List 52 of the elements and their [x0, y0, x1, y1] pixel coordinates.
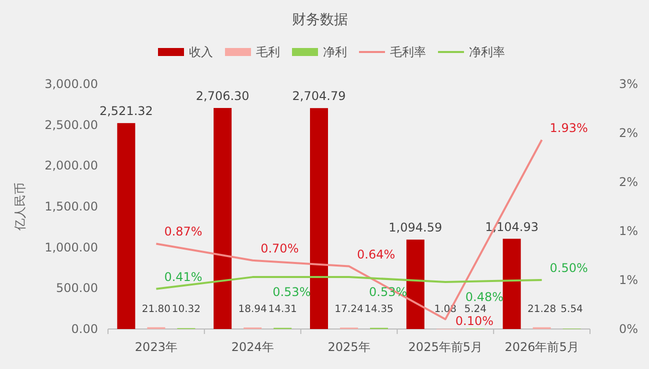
data-label: 2,704.79 — [292, 89, 346, 104]
data-label: 21.28 — [527, 304, 556, 315]
data-label: 0.48% — [465, 290, 504, 304]
y-tick-label: 0.00 — [71, 322, 98, 336]
data-label: 21.80 — [142, 304, 171, 315]
data-label: 0.70% — [260, 241, 299, 256]
legend-label: 毛利率 — [390, 45, 426, 59]
y-tick-label: 1,500.00 — [44, 200, 98, 214]
y2-tick-label: 1% — [618, 273, 638, 287]
y2-tick-label: 2% — [618, 126, 638, 140]
bar — [310, 108, 328, 329]
y-tick-label: 2,000.00 — [44, 158, 98, 173]
data-label: 14.31 — [268, 304, 297, 315]
legend-label: 净利率 — [469, 45, 505, 59]
y-tick-label: 2,500.00 — [44, 118, 98, 132]
legend-label: 毛利 — [256, 45, 280, 59]
y2-tick-label: 1% — [618, 224, 638, 238]
data-label: 0.87% — [164, 224, 202, 239]
y2-tick-label: 3% — [618, 77, 638, 91]
x-tick-label: 2025年前5月 — [408, 340, 482, 354]
data-label: 14.35 — [364, 304, 394, 315]
y2-tick-label: 0% — [618, 322, 638, 336]
data-label: 5.54 — [560, 304, 583, 315]
bar — [502, 238, 521, 329]
bar — [406, 240, 424, 329]
data-label: 5.24 — [464, 304, 487, 315]
data-label: 2,706.30 — [196, 88, 250, 103]
bar — [214, 108, 232, 329]
y-axis-title: 亿人民币 — [13, 182, 27, 232]
legend-label: 收入 — [189, 45, 213, 59]
data-label: 10.32 — [172, 304, 201, 315]
x-tick-label: 2025年 — [328, 340, 370, 354]
data-label: 0.64% — [357, 247, 396, 262]
data-label: 2,521.32 — [99, 104, 153, 118]
x-tick-label: 2026年前5月 — [504, 340, 579, 354]
data-label: 18.94 — [238, 304, 267, 315]
chart-title: 财务数据 — [292, 12, 348, 28]
legend-label: 净利 — [323, 45, 347, 59]
x-tick-label: 2024年 — [231, 340, 274, 354]
y-tick-label: 1,000.00 — [44, 240, 98, 254]
data-label: 0.10% — [455, 314, 494, 328]
y2-tick-label: 2% — [618, 175, 638, 189]
data-label: 17.24 — [334, 304, 364, 315]
x-tick-label: 2023年 — [134, 340, 178, 354]
data-label: 0.50% — [550, 261, 588, 275]
data-label: 1,094.59 — [388, 220, 442, 235]
bar — [117, 123, 136, 329]
data-label: 1.93% — [550, 120, 588, 135]
data-label: 0.41% — [164, 270, 202, 284]
y-tick-label: 3,000.00 — [44, 77, 98, 91]
y-tick-label: 500.00 — [56, 281, 98, 296]
data-label: 0.53% — [369, 285, 408, 300]
